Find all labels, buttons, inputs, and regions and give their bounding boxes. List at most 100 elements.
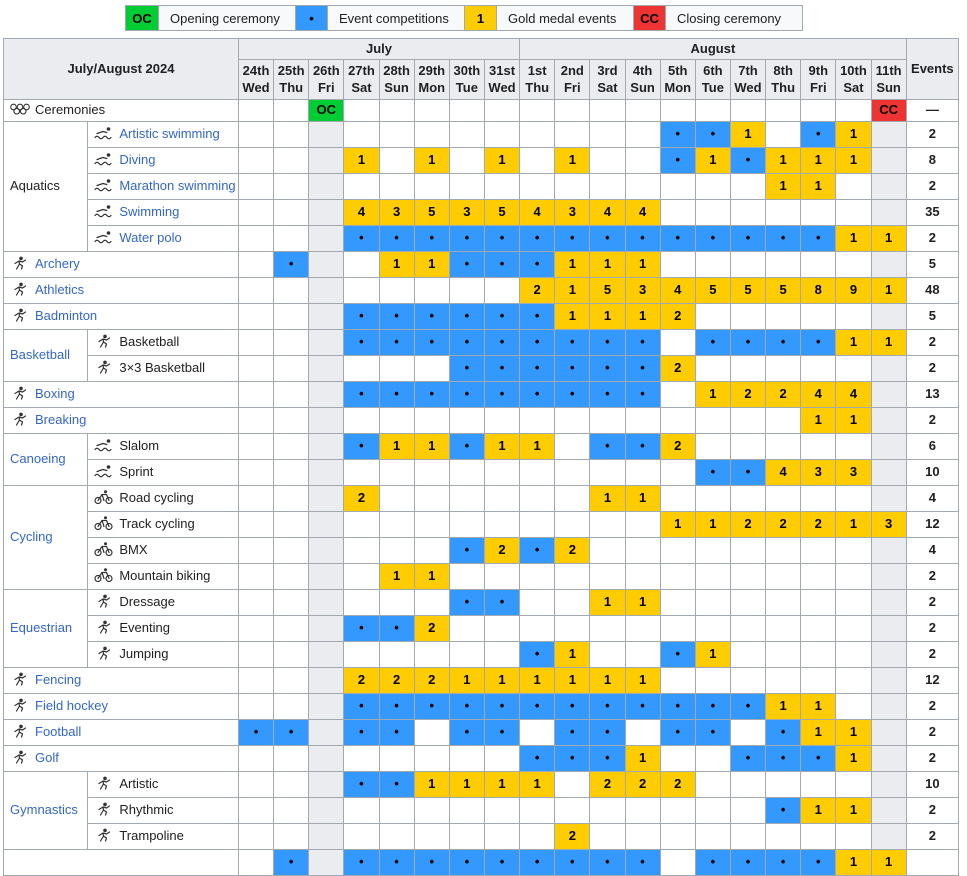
shaded-cell (870, 459, 907, 486)
sport-link-artistic-swimming[interactable]: Artistic swimming (119, 126, 220, 142)
sport-link-archery[interactable]: Archery (35, 256, 80, 272)
gold-medal-cell: 1 (448, 771, 485, 798)
empty-cell (483, 745, 521, 772)
empty-cell (659, 745, 696, 772)
day-date: 24th (242, 63, 270, 79)
gold-medal-cell: 1 (729, 121, 767, 148)
header-row-months: July/August 2024 July August Events (3, 38, 960, 100)
empty-cell (273, 199, 310, 226)
shaded-cell (870, 745, 907, 772)
shaded-cell (870, 719, 907, 746)
events-count: 2 (905, 797, 960, 824)
empty-cell (765, 537, 802, 564)
empty-cell (765, 99, 802, 122)
event-competition-cell: • (589, 225, 626, 252)
empty-cell (835, 563, 872, 590)
sport-link-diving[interactable]: Diving (119, 152, 156, 168)
event-competition-cell: • (448, 329, 485, 356)
shaded-cell (870, 771, 907, 798)
shaded-cell (308, 355, 345, 382)
empty-cell (413, 99, 450, 122)
sport-link-marathon-swimming[interactable]: Marathon swimming (119, 178, 236, 194)
empty-cell (554, 433, 591, 460)
day-date: 7th (738, 63, 758, 79)
empty-cell (519, 615, 556, 642)
empty-cell (448, 277, 485, 304)
event-competition-cell: • (343, 849, 380, 876)
event-competition-cell: • (729, 329, 767, 356)
gold-medal-cell: 1 (554, 251, 591, 278)
sport-link-football[interactable]: Football (35, 724, 82, 740)
empty-cell (237, 771, 275, 798)
sport-link-boxing[interactable]: Boxing (35, 386, 75, 402)
empty-cell (237, 589, 275, 616)
gold-medal-cell: 1 (519, 667, 556, 694)
basketball-icon (98, 334, 111, 348)
sport-label-cell: Water polo (87, 225, 239, 252)
gold-medal-cell: 1 (835, 329, 872, 356)
event-competition-cell: • (659, 121, 696, 148)
empty-cell (659, 615, 696, 642)
day-date: 31st (489, 63, 516, 79)
gold-medal-cell: 1 (835, 147, 872, 174)
empty-cell (729, 667, 767, 694)
empty-cell (273, 381, 310, 408)
event-competition-cell: • (554, 849, 591, 876)
sport-link-swimming[interactable]: Swimming (119, 204, 180, 220)
empty-cell (237, 849, 275, 876)
empty-cell (554, 485, 591, 512)
events-count: 2 (905, 225, 960, 252)
event-competition-cell: • (448, 589, 485, 616)
sport-label-cell: Football (3, 719, 239, 746)
legend-item-competitions: • Event competitions (295, 6, 464, 30)
day-header: 6th Tue (694, 59, 731, 100)
day-of-week: Thu (525, 79, 550, 95)
sport-label-cell: 3×3 Basketball (87, 355, 239, 382)
sport-link-golf[interactable]: Golf (35, 750, 59, 766)
day-of-week: Tue (701, 79, 724, 95)
gold-medal-cell: 1 (554, 641, 591, 668)
sport-link-gymnastics[interactable]: Gymnastics (10, 802, 78, 818)
gold-medal-cell: 1 (483, 771, 521, 798)
gold-medal-cell: 4 (800, 381, 837, 408)
empty-cell (729, 99, 767, 122)
day-header: 4th Sun (624, 59, 661, 100)
empty-cell (835, 485, 872, 512)
sport-link-athletics[interactable]: Athletics (35, 282, 85, 298)
event-competition-cell: • (729, 225, 767, 252)
sport-link-equestrian[interactable]: Equestrian (10, 620, 73, 636)
empty-cell (519, 147, 556, 174)
sport-link-water-polo[interactable]: Water polo (119, 230, 182, 246)
sport-link-field-hockey[interactable]: Field hockey (35, 698, 108, 714)
sport-row-football: Football • • • • • • • • • • • 1 1 2 (3, 719, 960, 746)
sport-link-basketball[interactable]: Basketball (10, 347, 70, 363)
sport-row-trampoline: Trampoline 2 2 (4, 823, 960, 850)
day-header: 2nd Fri (554, 59, 591, 100)
gold-medal-cell: 3 (378, 199, 415, 226)
event-competition-cell: • (589, 693, 626, 720)
shaded-cell (308, 511, 345, 538)
sport-link-fencing[interactable]: Fencing (35, 672, 82, 688)
empty-cell (273, 745, 310, 772)
sport-label-dressage: Dressage (119, 594, 175, 610)
empty-cell (519, 511, 556, 538)
sport-link-breaking[interactable]: Breaking (35, 412, 87, 428)
group-cell-cycling: Cycling (2, 485, 89, 590)
sport-link-badminton[interactable]: Badminton (35, 308, 98, 324)
event-competition-cell: • (448, 719, 485, 746)
event-competition-cell: • (659, 719, 696, 746)
empty-cell (273, 277, 310, 304)
events-count: 2 (905, 719, 960, 746)
empty-cell (483, 641, 521, 668)
shaded-cell (308, 147, 345, 174)
empty-cell (765, 199, 802, 226)
empty-cell (448, 173, 485, 200)
event-competition-cell: • (483, 355, 521, 382)
sport-row-track-cycling: Track cycling 1 1 2 2 2 1 3 12 (4, 511, 960, 538)
olympics-calendar-table: July/August 2024 July August Events 24th Wed 2… (2, 38, 960, 876)
empty-cell (624, 563, 661, 590)
event-competition-cell: • (413, 693, 450, 720)
sport-link-canoeing[interactable]: Canoeing (10, 451, 66, 467)
sport-link-cycling[interactable]: Cycling (10, 529, 53, 545)
ceremonies-row: Ceremonies OC CC — (3, 99, 960, 122)
